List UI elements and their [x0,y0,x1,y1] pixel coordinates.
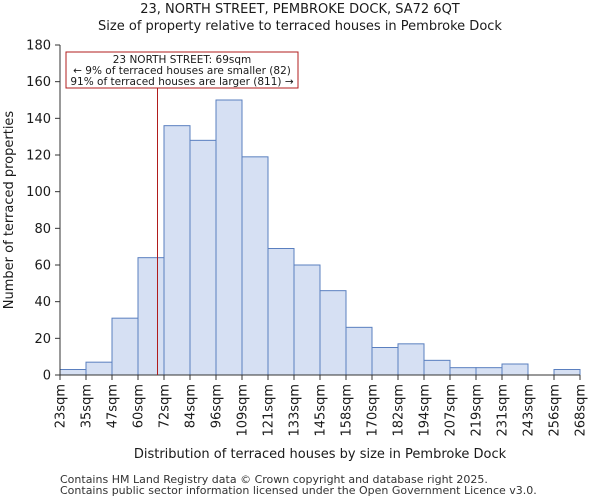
histogram-bar [293,264,321,376]
x-tick-label: 268sqm [574,384,589,437]
annotation-line-1: 23 NORTH STREET: 69sqm [113,54,252,66]
x-tick-label: 158sqm [340,384,355,437]
x-tick-label: 243sqm [522,384,537,437]
histogram-bar [397,343,425,376]
y-ticks-group: 0 20 40 60 80 100 120 140 160 180 [26,39,60,384]
histogram-bar [215,99,243,376]
x-tick-label: 72sqm [158,384,173,428]
y-tick-label: 80 [34,222,51,237]
histogram-bar [423,359,451,376]
histogram-bar [267,248,295,376]
x-tick-label: 133sqm [288,384,303,437]
histogram-bar [111,317,139,376]
y-tick-label: 140 [26,112,51,127]
x-axis-label: Distribution of terraced houses by size … [134,447,507,462]
x-tick-label: 256sqm [548,384,563,437]
x-tick-label: 23sqm [54,384,69,428]
x-tick-label: 96sqm [210,384,225,428]
histogram-bar [319,290,347,376]
x-tick-label: 60sqm [132,384,147,428]
histogram-bar [163,125,191,376]
chart-title: 23, NORTH STREET, PEMBROKE DOCK, SA72 6Q… [140,2,460,17]
bars-group [59,99,581,376]
x-tick-label: 231sqm [496,384,511,437]
x-tick-label: 47sqm [106,384,121,428]
histogram-bar [59,369,87,376]
histogram-bar [501,363,529,376]
histogram-bar [137,257,165,376]
x-tick-label: 207sqm [444,384,459,437]
x-tick-label: 145sqm [314,384,329,437]
y-tick-label: 120 [26,149,51,164]
annotation-line-2: ← 9% of terraced houses are smaller (82) [73,65,291,77]
y-tick-label: 180 [26,39,51,54]
x-tick-label: 35sqm [80,384,95,428]
x-tick-label: 182sqm [392,384,407,437]
histogram-bar [475,367,503,376]
x-tick-label: 194sqm [418,384,433,437]
y-tick-label: 60 [34,259,51,274]
annotation-border [65,51,299,89]
chart-subtitle: Size of property relative to terraced ho… [98,19,502,34]
y-tick-label: 40 [34,295,51,310]
x-tick-label: 121sqm [262,384,277,437]
histogram-bar [371,347,399,376]
histogram-bar [85,361,113,376]
x-tick-label: 109sqm [236,384,251,437]
y-axis-label: Number of terraced properties [2,111,17,310]
x-ticks-group: 23sqm 35sqm 47sqm 60sqm 72sqm 84sqm 96sqm 109sq… [54,375,589,437]
y-tick-label: 160 [26,75,51,90]
histogram-bar [241,156,269,376]
y-tick-label: 20 [34,332,51,347]
footer-copyright: Contains HM Land Registry data © Crown c… [60,473,488,486]
x-tick-label: 170sqm [366,384,381,437]
y-tick-label: 0 [43,369,51,384]
footer-licence: Contains public sector information licen… [60,484,537,497]
histogram-bar [345,326,373,376]
x-tick-label: 84sqm [184,384,199,428]
histogram-bar [449,367,477,376]
histogram-bar [553,369,581,376]
annotation-box: 23 NORTH STREET: 69sqm ← 9% of terraced … [65,51,299,89]
histogram-bar [189,139,217,376]
annotation-line-3: 91% of terraced houses are larger (811) … [70,76,293,88]
y-tick-label: 100 [26,185,51,200]
x-tick-label: 219sqm [470,384,485,437]
